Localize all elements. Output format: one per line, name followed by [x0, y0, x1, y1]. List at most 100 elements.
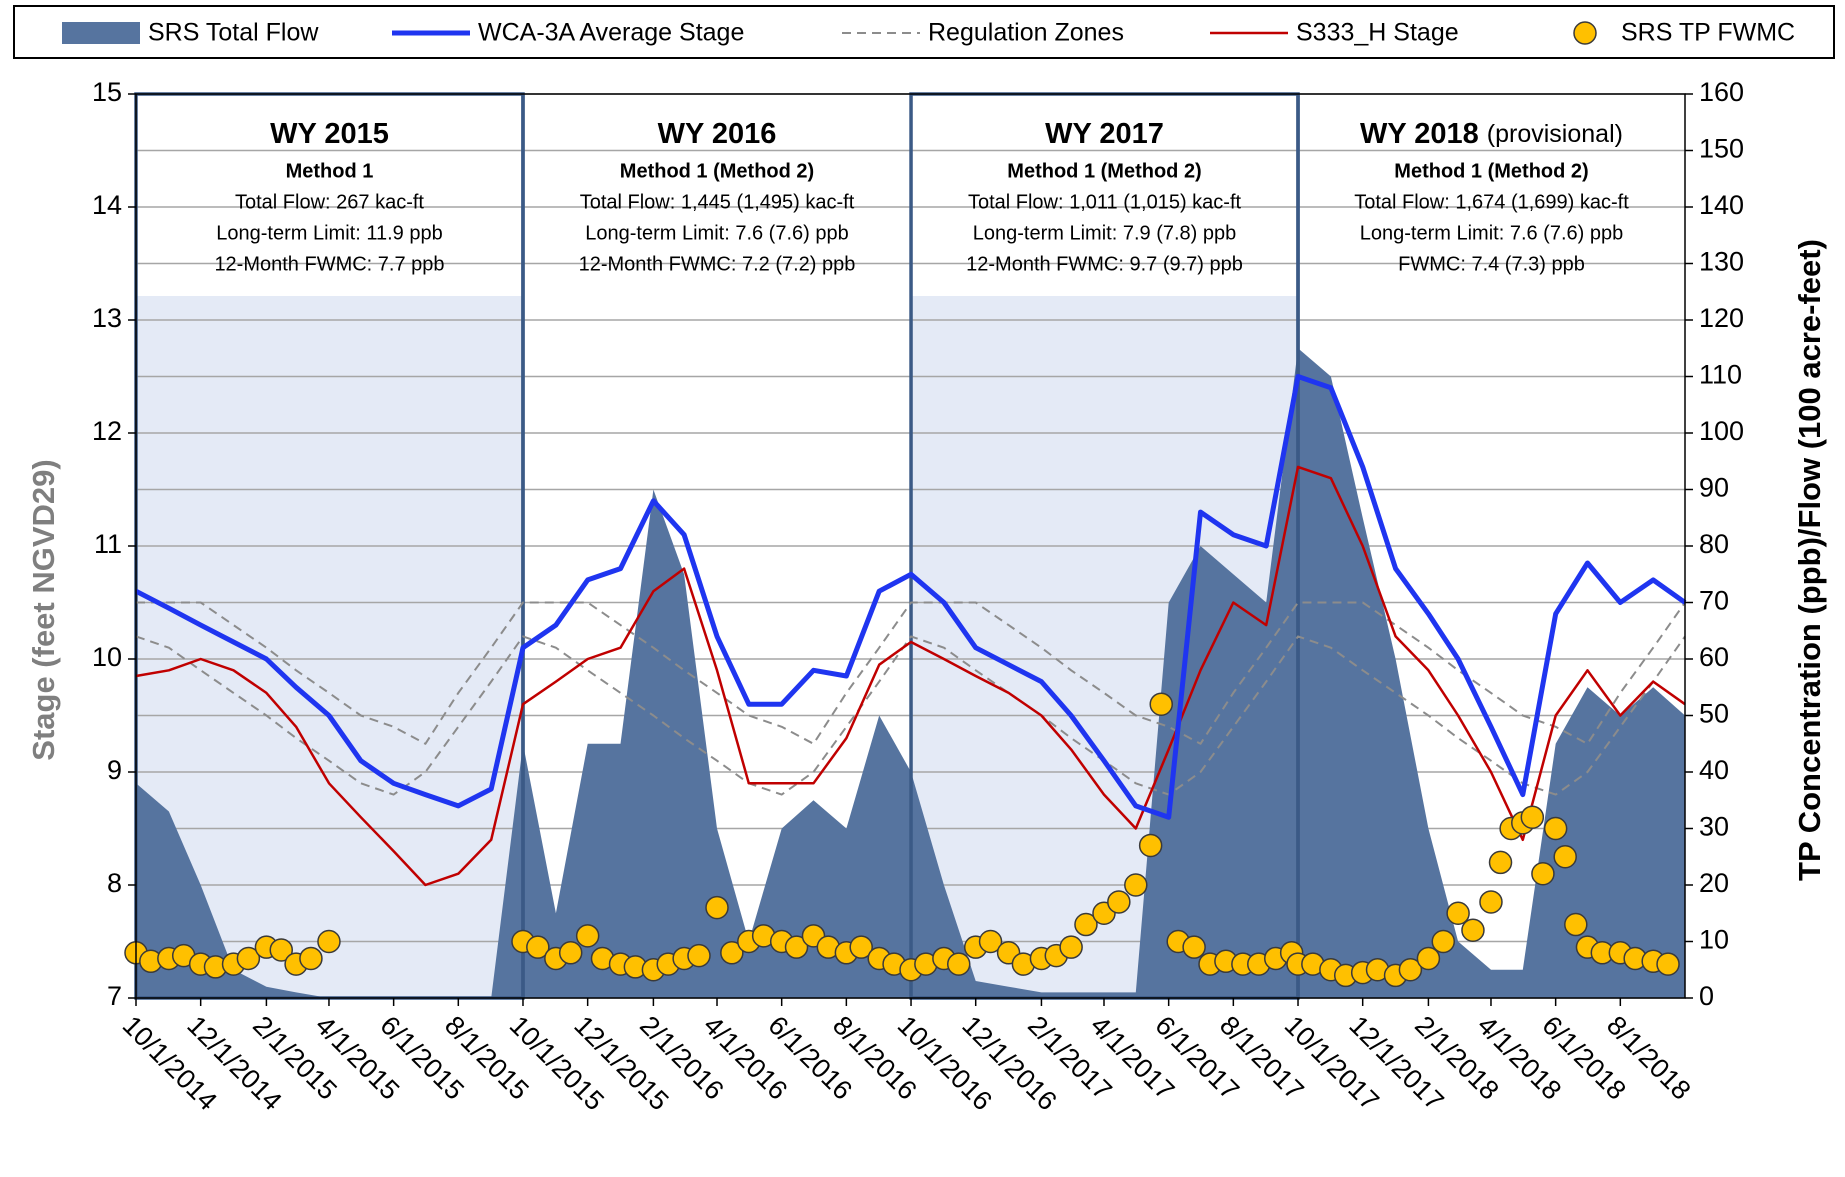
y-tick-label: 7	[107, 981, 122, 1011]
scatter-point	[1461, 918, 1485, 942]
panel-line: Total Flow: 1,011 (1,015) kac-ft	[968, 191, 1242, 213]
y2-tick-label: 120	[1699, 303, 1744, 333]
scatter-point	[1149, 692, 1173, 716]
scatter-point	[1416, 946, 1441, 971]
scatter-point	[558, 941, 583, 965]
scatter-point	[849, 935, 873, 959]
y-tick-label: 8	[107, 868, 122, 898]
legend-label: SRS TP FWMC	[1621, 19, 1795, 47]
scatter-point	[317, 929, 341, 954]
y-tick-label: 13	[92, 303, 122, 333]
y2-tick-label: 60	[1699, 642, 1729, 672]
scatter-point	[1107, 890, 1131, 914]
y2-axis-title: TP Concentration (ppb)/Flow (100 acre-fe…	[1792, 239, 1827, 881]
y2-tick-label: 70	[1699, 586, 1729, 616]
panel-line: 12-Month FWMC: 7.7 ppb	[214, 253, 444, 275]
legend-label: WCA-3A Average Stage	[478, 19, 744, 47]
scatter-point	[1059, 935, 1083, 959]
scatter-point	[269, 938, 294, 962]
legend-swatch	[62, 22, 140, 44]
panel-line: 12-Month FWMC: 7.2 (7.2) ppb	[579, 253, 856, 275]
panel-title-text: WY 2017	[1045, 118, 1164, 150]
y2-tick-label: 10	[1699, 925, 1729, 955]
scatter-point	[946, 952, 971, 976]
panel-note: (provisional)	[1487, 120, 1623, 148]
y-tick-label: 15	[92, 77, 122, 107]
y-tick-label: 10	[92, 642, 122, 672]
scatter-point	[705, 895, 729, 920]
scatter-point	[575, 924, 600, 948]
y2-tick-label: 160	[1699, 77, 1744, 107]
panel-line: Total Flow: 267 kac-ft	[235, 191, 424, 213]
scatter-point	[1446, 901, 1470, 925]
panel-method: Method 1	[286, 160, 374, 182]
panel-title-text: WY 2015	[270, 118, 389, 150]
scatter-point	[1074, 912, 1098, 937]
panel-line: Total Flow: 1,674 (1,699) kac-ft	[1354, 191, 1629, 213]
scatter-point	[1531, 861, 1555, 886]
panel-title: WY 2017	[1045, 118, 1164, 150]
scatter-point	[526, 935, 550, 959]
y2-tick-label: 50	[1699, 699, 1729, 729]
legend-box	[13, 5, 1835, 59]
y2-tick-label: 150	[1699, 134, 1744, 164]
panel-line: Long-term Limit: 11.9 ppb	[216, 222, 442, 244]
scatter-point	[1553, 845, 1577, 869]
panel-shade	[136, 296, 523, 998]
legend-swatch	[1573, 21, 1597, 45]
scatter-point	[1431, 929, 1456, 954]
scatter-point	[1656, 952, 1680, 976]
scatter-point	[1488, 850, 1513, 875]
y2-tick-label: 100	[1699, 416, 1744, 446]
panel-title: WY 2015	[270, 118, 389, 150]
panel-method: Method 1 (Method 2)	[620, 160, 814, 182]
scatter-point	[1564, 912, 1588, 937]
panel-line: 12-Month FWMC: 9.7 (9.7) ppb	[966, 253, 1243, 275]
scatter-point	[236, 946, 261, 971]
scatter-point	[1543, 816, 1568, 841]
y2-tick-label: 0	[1699, 981, 1714, 1011]
y-tick-label: 14	[92, 190, 122, 220]
series-line-lower	[135, 635, 1686, 796]
panel-line: Long-term Limit: 7.6 (7.6) ppb	[585, 222, 848, 244]
y2-tick-label: 80	[1699, 529, 1729, 559]
scatter-point	[978, 929, 1003, 954]
panel-title: WY 2016	[658, 118, 777, 150]
y2-tick-label: 110	[1699, 360, 1742, 390]
legend-label: Regulation Zones	[928, 19, 1124, 47]
legend-label: S333_H Stage	[1296, 19, 1459, 47]
y2-tick-label: 130	[1699, 247, 1744, 277]
y2-tick-label: 20	[1699, 868, 1729, 898]
panel-line: Total Flow: 1,445 (1,495) kac-ft	[580, 191, 855, 213]
series-line	[135, 465, 1686, 887]
panel-method: Method 1 (Method 2)	[1394, 160, 1588, 182]
series-line	[134, 374, 1687, 820]
panel-line: FWMC: 7.4 (7.3) ppb	[1398, 253, 1585, 275]
panel-title: WY 2018 (provisional)	[1360, 118, 1623, 150]
scatter-point	[1182, 935, 1206, 959]
y2-tick-label: 40	[1699, 755, 1729, 785]
y2-tick-label: 140	[1699, 190, 1744, 220]
panel-line: Long-term Limit: 7.9 (7.8) ppb	[973, 222, 1236, 244]
scatter-point	[1479, 890, 1503, 914]
scatter-point	[1138, 833, 1163, 858]
panel-title-text: WY 2018	[1360, 118, 1479, 150]
y-tick-label: 9	[107, 755, 122, 785]
series-line	[136, 601, 1686, 745]
scatter-point	[784, 935, 809, 959]
scatter-point	[1124, 873, 1148, 897]
scatter-point	[1398, 958, 1423, 982]
panel-title-text: WY 2016	[658, 118, 777, 150]
scatter-point	[687, 943, 711, 968]
panel-line: Long-term Limit: 7.6 (7.6) ppb	[1360, 222, 1623, 244]
y-tick-label: 11	[94, 529, 122, 559]
scatter-point	[720, 941, 744, 965]
scatter-point	[1520, 805, 1545, 829]
scatter-point	[299, 946, 323, 971]
y-tick-label: 12	[92, 416, 122, 446]
y-axis-title: Stage (feet NGVD29)	[26, 459, 61, 760]
y2-tick-label: 30	[1699, 812, 1729, 842]
panel-method: Method 1 (Method 2)	[1007, 160, 1201, 182]
y2-tick-label: 90	[1699, 473, 1729, 503]
